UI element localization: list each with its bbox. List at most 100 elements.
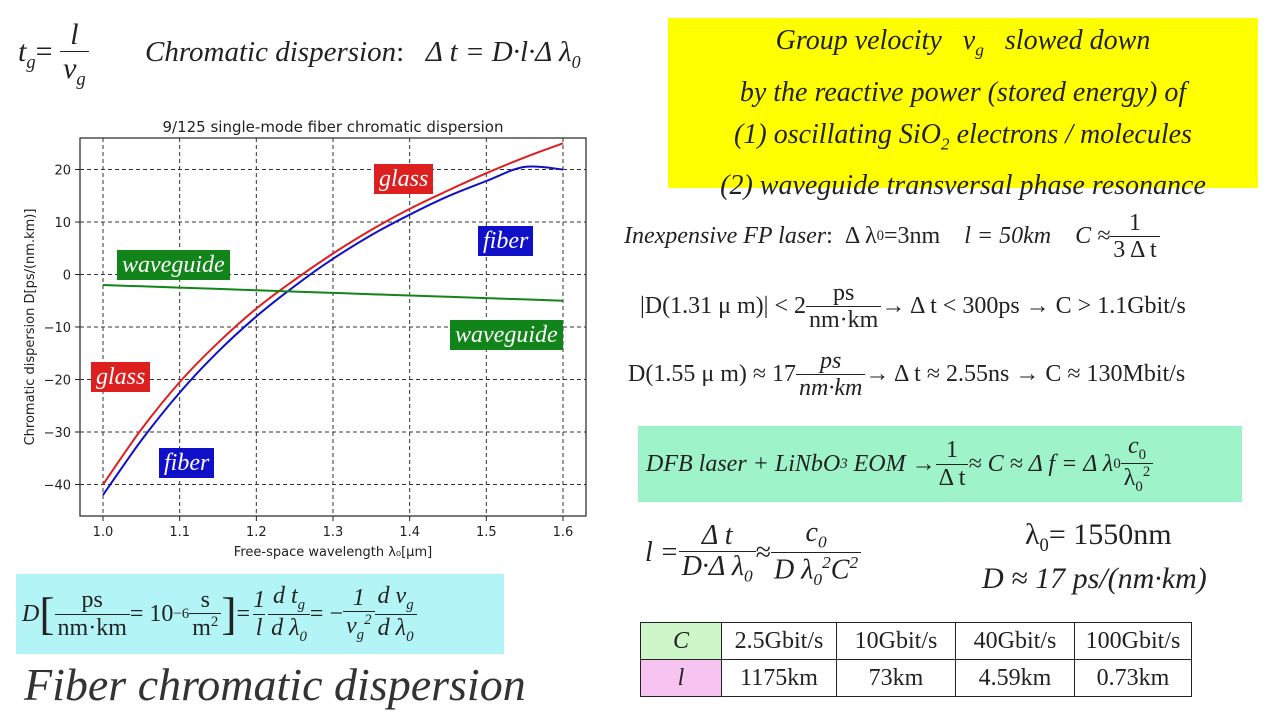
series-line-waveguide xyxy=(102,284,564,302)
one-over-vg2: 1 vg2 xyxy=(343,585,375,644)
x-tick-label: 1.5 xyxy=(476,525,497,540)
ps: ps xyxy=(832,280,855,306)
t2: slowed down xyxy=(1004,25,1151,56)
waveguide-tag-right: waveguide xyxy=(450,320,563,350)
ps: ps xyxy=(81,587,103,614)
dv: d v xyxy=(377,583,407,610)
nmkm: nm·km xyxy=(54,613,130,641)
v: v xyxy=(346,613,357,640)
s-m2-frac: s m2 xyxy=(189,587,222,642)
zero: 0 xyxy=(743,567,753,586)
equals: = xyxy=(35,35,53,69)
table-cell: 100Gbit/s xyxy=(1074,622,1192,660)
one: 1 xyxy=(1128,210,1141,236)
banner-line-4: (2) waveguide transversal phase resonanc… xyxy=(720,170,1206,202)
vg-sym: v xyxy=(63,52,77,85)
colon: : xyxy=(826,223,833,250)
chromatic-label: Chromatic dispersion xyxy=(145,36,397,68)
vg-sub: g xyxy=(76,69,86,90)
zero: 0 xyxy=(1039,535,1049,556)
l: l xyxy=(252,613,266,641)
ps-over-nmkm: ps nm·km xyxy=(806,280,882,334)
x-axis-label: Free-space wavelength λ₀[μm] xyxy=(234,545,432,560)
length-formula: l = Δ t D·Δ λ0 ≈ c0 D λ02C2 xyxy=(645,517,862,589)
t4: electrons / molecules xyxy=(949,118,1192,150)
ps: ps xyxy=(820,348,842,374)
ps-nmkm-frac: ps nm·km xyxy=(54,587,130,641)
chart-title: 9/125 single-mode fiber chromatic disper… xyxy=(163,118,504,136)
d155-line: D(1.55 μ m) ≈ 17 ps nm·km → Δ t ≈ 2.55ns … xyxy=(628,348,1185,402)
glass-tag-bottom: glass xyxy=(91,362,151,392)
dtg-dlambda: d tg d λ0 xyxy=(268,583,310,644)
c-sub: 0 xyxy=(1138,446,1147,463)
nmkm: nm·km xyxy=(806,306,882,333)
table-cell: 73km xyxy=(836,659,956,697)
c-pre: C ≈ xyxy=(1075,223,1111,250)
exp-minus-six: −6 xyxy=(173,605,190,622)
t3: (1) oscillating SiO xyxy=(734,118,941,150)
C: C xyxy=(830,554,850,586)
dvg-dlambda: d vg d λ0 xyxy=(374,583,417,645)
group-delay-formula: tg= l vg xyxy=(18,18,89,90)
mid: ≈ C ≈ Δ f = Δ λ xyxy=(968,450,1114,477)
y-axis-label: Chromatic dispersion D[ps/(nm.km)] xyxy=(23,209,38,446)
dfb-label: DFB laser + LiNbO xyxy=(646,450,841,477)
dt: Δ t xyxy=(701,519,733,551)
zero: 0 xyxy=(299,628,307,645)
l-sup: 2 xyxy=(1142,464,1151,480)
banner-line-2: by the reactive power (stored energy) of xyxy=(739,76,1187,108)
m: m xyxy=(192,615,211,641)
group-velocity-banner: Group velocity vg slowed down by the rea… xyxy=(668,18,1258,201)
dl: d λ xyxy=(377,614,407,641)
x-tick-label: 1.3 xyxy=(323,525,344,540)
ps-over-nmkm: ps nm·km xyxy=(796,348,866,402)
D-symbol: D xyxy=(22,600,40,627)
approx: ≈ xyxy=(755,537,772,569)
y-ticks: −40 −30 −20 −10 0 10 20 xyxy=(44,164,80,494)
t1: Group velocity xyxy=(775,25,942,56)
m-sup: 2 xyxy=(210,614,219,630)
ddl: D·Δ λ xyxy=(681,551,744,583)
c: c xyxy=(805,517,818,548)
y-tick-label: −40 xyxy=(44,479,71,494)
glass-tag-top: glass xyxy=(374,164,434,194)
lambda-sub: 0 xyxy=(571,51,581,72)
banner-line-3: (1) oscillating SiO2 electrons / molecul… xyxy=(668,114,1258,166)
dl: d λ xyxy=(271,614,300,641)
D-value: D ≈ 17 ps/(nm·km) xyxy=(982,562,1207,595)
right-bracket: ] xyxy=(221,588,237,640)
table-row: l 1175km 73km 4.59km 0.73km xyxy=(640,659,1192,697)
dl0: d λ0 xyxy=(268,613,310,645)
y-tick-label: 20 xyxy=(54,164,71,179)
y-tick-label: 10 xyxy=(54,216,71,231)
pre: |D(1.31 μ m)| < 2 xyxy=(640,293,806,320)
c: c xyxy=(1127,432,1139,459)
x-tick-label: 1.0 xyxy=(93,525,114,540)
table-cell: 0.73km xyxy=(1074,659,1192,697)
c0: c0 xyxy=(803,517,830,552)
eq-ten: = 10 xyxy=(129,600,174,627)
fiber-tag-top: fiber xyxy=(478,226,534,256)
series-line-glass xyxy=(102,142,564,486)
zero: 0 xyxy=(406,628,414,645)
eom: EOM → xyxy=(853,450,936,477)
one: 1 xyxy=(946,437,959,464)
series-line-fiber xyxy=(102,165,564,496)
dt: d t xyxy=(272,583,298,610)
g: g xyxy=(406,597,414,614)
post: → Δ t < 300ps → C > 1.1Gbit/s xyxy=(881,293,1186,320)
x-ticks: 1.0 1.1 1.2 1.3 1.4 1.5 1.6 xyxy=(93,516,573,540)
row-c-label: C xyxy=(640,622,722,660)
dl0: d λ0 xyxy=(374,613,417,645)
colon: : xyxy=(396,36,405,68)
tg-symbol: t xyxy=(18,35,27,69)
l-sub: 0 xyxy=(813,569,823,589)
vg2: vg2 xyxy=(343,611,375,643)
three-dt: 3 Δ t xyxy=(1110,236,1160,263)
eq: = xyxy=(236,600,251,627)
lambda: λ xyxy=(1025,518,1040,551)
x-tick-label: 1.1 xyxy=(169,525,190,540)
l-num: l xyxy=(70,18,79,51)
